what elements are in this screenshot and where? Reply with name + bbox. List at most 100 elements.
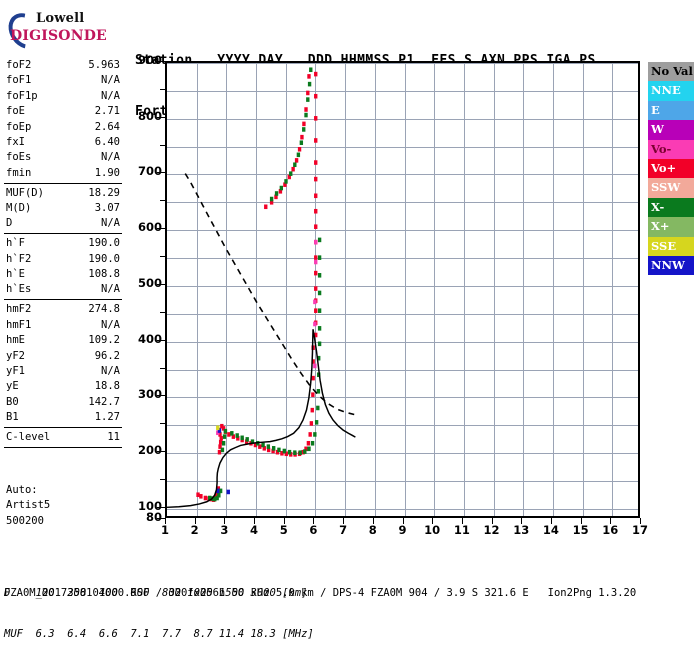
param-value: N/A xyxy=(101,283,120,296)
param-row-fmin: fmin 1.90 xyxy=(4,166,122,181)
param-key: yE xyxy=(6,380,19,393)
gridline-vertical xyxy=(404,63,406,516)
echo-point xyxy=(199,494,203,499)
legend-item-sse[interactable]: SSE xyxy=(648,236,694,256)
echo-point xyxy=(309,421,314,426)
legend-item-e[interactable]: E xyxy=(648,100,694,121)
echo-point xyxy=(314,270,318,276)
gridline-vertical xyxy=(374,63,376,516)
x-axis-label: 14 xyxy=(542,523,559,537)
echo-point xyxy=(311,375,315,381)
param-row-mufd: MUF(D) 18.29 xyxy=(4,186,122,201)
gridline-horizontal xyxy=(167,258,638,260)
param-value: N/A xyxy=(101,74,120,87)
x-axis-label: 6 xyxy=(309,523,318,537)
echo-point xyxy=(314,138,318,143)
echo-point xyxy=(298,450,302,455)
param-group-divider xyxy=(4,233,122,235)
echo-point xyxy=(314,420,319,425)
echo-point xyxy=(287,449,292,455)
plot-gridlines xyxy=(167,63,638,516)
echo-point xyxy=(314,116,318,121)
param-key: foF1 xyxy=(6,74,32,87)
param-value: 190.0 xyxy=(88,252,120,265)
echo-point xyxy=(218,439,223,445)
gridline-horizontal xyxy=(167,202,638,204)
x-axis-tick xyxy=(580,518,582,524)
x-axis-label: 4 xyxy=(250,523,259,537)
echo-point xyxy=(271,448,275,454)
echo-point xyxy=(314,308,318,313)
gridline-horizontal xyxy=(167,425,638,427)
y-axis-label: 900 xyxy=(137,53,162,67)
param-row-hf2: h`F2 190.0 xyxy=(4,252,122,267)
param-row-md: M(D) 3.07 xyxy=(4,201,122,216)
param-key: yF1 xyxy=(6,364,25,377)
param-key: yF2 xyxy=(6,349,25,362)
echo-point xyxy=(261,442,265,448)
legend-item-noval[interactable]: No Val xyxy=(648,62,694,82)
y-axis-label: 500 xyxy=(137,275,162,290)
param-row-b1: B1 1.27 xyxy=(4,410,122,425)
echo-point xyxy=(302,127,306,132)
legend-item-vo[interactable]: Vo+ xyxy=(648,158,694,179)
x-axis-tick xyxy=(402,518,404,524)
x-axis-label: 3 xyxy=(220,523,229,537)
echo-point xyxy=(278,189,283,194)
autoscaler-line: 500200 xyxy=(6,514,44,527)
echo-point xyxy=(294,158,299,163)
echo-point xyxy=(293,162,297,168)
x-axis-tick xyxy=(194,518,196,524)
echo-point xyxy=(314,259,318,265)
legend-item-vo[interactable]: Vo- xyxy=(648,139,694,159)
legend-item-w[interactable]: W xyxy=(648,120,694,140)
y-axis-minor-tick xyxy=(160,144,165,146)
legend-item-ssw[interactable]: SSW xyxy=(648,178,694,198)
series-x-trace-extraordinary-echoes xyxy=(208,67,322,502)
echo-point xyxy=(306,90,310,96)
ionogram-echo-traces xyxy=(167,67,356,509)
gridline-horizontal xyxy=(167,369,638,371)
legend-item-x[interactable]: X+ xyxy=(648,217,694,237)
param-value: 1.27 xyxy=(94,411,120,424)
param-key: foE xyxy=(6,105,25,118)
echo-point xyxy=(213,496,217,502)
gridline-horizontal xyxy=(167,63,638,64)
param-row-foe: foE 2.71 xyxy=(4,104,122,119)
echo-point xyxy=(317,341,322,347)
echo-point xyxy=(317,308,322,313)
echo-point xyxy=(215,495,219,501)
param-row-yf1: yF1 N/A xyxy=(4,364,122,379)
x-axis-tick xyxy=(283,518,285,524)
autoscaler-line: Artist5 xyxy=(6,499,51,512)
param-key: foEs xyxy=(6,151,32,164)
legend-item-x[interactable]: X- xyxy=(648,197,694,218)
echo-point xyxy=(283,182,287,187)
echo-point xyxy=(272,446,276,451)
file-info-footer: FZA0M_2017358101000.RSF / 320fx256h 50 k… xyxy=(4,587,637,599)
param-key: M(D) xyxy=(6,202,32,215)
gridline-horizontal xyxy=(167,146,638,148)
muf-value-row: MUF 6.3 6.4 6.6 7.1 7.7 8.7 11.4 18.3 [M… xyxy=(4,627,314,640)
echo-point xyxy=(291,166,295,172)
param-value: N/A xyxy=(101,318,120,331)
echo-point xyxy=(279,185,284,191)
gridline-vertical xyxy=(582,63,584,516)
echo-point xyxy=(250,439,255,444)
gridline-horizontal xyxy=(167,90,638,92)
y-axis-minor-tick xyxy=(160,311,165,313)
param-row-hmf1: hmF1 N/A xyxy=(4,318,122,333)
param-value: 18.29 xyxy=(88,186,120,199)
echo-point xyxy=(203,495,208,501)
param-value: 274.8 xyxy=(88,303,120,316)
x-axis-tick xyxy=(550,518,552,524)
echo-point xyxy=(245,437,249,442)
x-axis-label: 10 xyxy=(424,523,441,537)
param-row-foep: foEp 2.64 xyxy=(4,120,122,135)
echo-point xyxy=(316,405,320,411)
legend-item-nne[interactable]: NNE xyxy=(648,81,694,101)
legend-item-nnw[interactable]: NNW xyxy=(648,255,694,276)
param-value: 11 xyxy=(107,430,120,443)
y-axis-label: 600 xyxy=(137,220,162,235)
echo-point xyxy=(314,239,318,245)
